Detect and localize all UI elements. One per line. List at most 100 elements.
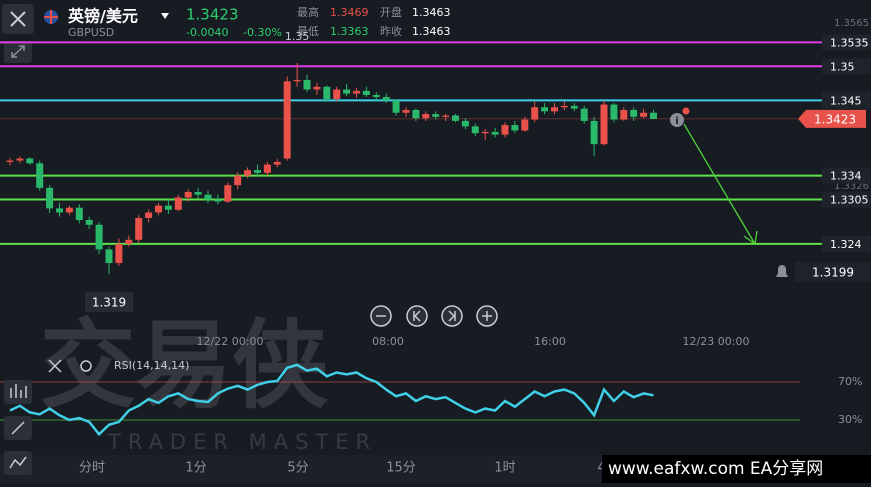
stat-label: 最低 [297, 25, 319, 38]
candle-body [145, 212, 153, 218]
candle-body [570, 105, 578, 109]
candle-body [194, 191, 202, 195]
candle-body [323, 86, 331, 100]
toolbar-icons [9, 384, 27, 469]
level-label: 1.3535 [830, 36, 869, 49]
candle-body [432, 114, 440, 117]
candle-body [263, 164, 271, 173]
candle-body [224, 185, 232, 202]
candle-body [234, 175, 242, 186]
price-tick: 1.3565 [834, 18, 869, 29]
candle-body [650, 112, 657, 119]
close-icon [10, 11, 26, 27]
change-pct: -0.30% [243, 26, 282, 39]
rsi-close[interactable] [48, 359, 62, 373]
rsi-label: RSI(14,14,14) [114, 359, 189, 372]
instrument-name[interactable]: 英镑/美元 [67, 7, 138, 26]
candle-body [521, 119, 529, 131]
alert-price: 1.3199 [812, 265, 854, 279]
candle-body [254, 170, 261, 173]
scroll-end[interactable] [441, 305, 463, 327]
stat-value: 1.3463 [412, 6, 451, 19]
candle-body [511, 125, 519, 131]
candle-body [442, 115, 450, 117]
timeframe-tab[interactable]: 1分 [185, 461, 206, 476]
candle-body [313, 86, 321, 90]
level-label: 1.35 [830, 60, 855, 73]
candle-body [273, 161, 281, 165]
last-price-tag [798, 109, 866, 128]
candle-body [501, 125, 509, 135]
level-label: 1.345 [830, 94, 862, 107]
indicator-button[interactable] [4, 380, 32, 404]
flag-cross [44, 10, 58, 24]
level-label-bg [822, 34, 871, 51]
stat-value: 1.3469 [330, 6, 369, 19]
candle-body [56, 208, 63, 213]
scroll-start[interactable] [406, 305, 428, 327]
price-tick: 1.3326 [834, 181, 869, 192]
info-icon[interactable] [670, 113, 684, 127]
candle-body [551, 107, 558, 112]
candle-body [155, 205, 162, 213]
candle-body [353, 90, 360, 94]
timeframe-tab[interactable]: 15分 [386, 461, 416, 476]
stat-value: 1.3463 [412, 25, 451, 38]
stat-label: 开盘 [380, 5, 402, 19]
candle-body [95, 224, 103, 250]
expand-icon [11, 45, 25, 58]
candle-body [461, 120, 469, 127]
timeframe-tab[interactable]: 1时 [494, 461, 515, 476]
candle-body [46, 187, 54, 209]
level-label-bg [822, 167, 871, 184]
level-label: 1.334 [830, 170, 862, 183]
candle-body [640, 112, 648, 117]
candle-body [135, 217, 143, 240]
stat-value: 1.3363 [330, 25, 369, 38]
site-watermark: www.eafxw.com EA分享网 [608, 459, 823, 479]
candle-body [610, 104, 618, 120]
candle-body [452, 115, 459, 121]
candle-body [590, 120, 598, 145]
time-label: 16:00 [534, 335, 566, 348]
timeframe-tab[interactable]: 5分 [287, 461, 308, 476]
candle-body [303, 79, 311, 90]
level-label: 1.324 [830, 238, 862, 251]
rsi-tick-label: 30% [838, 413, 862, 426]
marker-dot [682, 107, 690, 115]
stat-label: 最高 [297, 5, 319, 19]
site-watermark-bg [602, 455, 871, 483]
level-label: 1.3305 [830, 194, 869, 207]
candle-body [560, 105, 568, 108]
candle-body [85, 220, 93, 225]
candle-body [65, 207, 73, 213]
level-label-bg [822, 92, 871, 109]
candle-body [541, 107, 549, 112]
timeframe-tab[interactable]: 分时 [79, 461, 105, 476]
zoom-icons [376, 310, 492, 322]
zoom-controls [370, 305, 498, 327]
alert-bell[interactable] [776, 265, 788, 277]
price: 1.3423 [186, 6, 239, 24]
candle-body [491, 131, 499, 135]
watermark-brand: TRADER MASTER [107, 430, 377, 454]
candle-body [422, 114, 430, 119]
candle-body [164, 205, 172, 210]
rsi-line [9, 363, 654, 437]
last-price-label: 1.3423 [814, 112, 856, 126]
candle-body [6, 160, 14, 162]
candle-body [343, 89, 351, 94]
candle-body [125, 239, 133, 244]
rsi-settings[interactable] [80, 360, 92, 372]
candle-body [382, 97, 390, 101]
candle-body [580, 108, 588, 121]
dropdown-arrow[interactable] [161, 13, 169, 19]
level-label-bg [822, 58, 871, 75]
candle-body [412, 110, 420, 119]
candle-body [244, 170, 252, 176]
candle-body [204, 194, 212, 200]
level-label-bg [822, 235, 871, 252]
candle-body [283, 81, 291, 159]
